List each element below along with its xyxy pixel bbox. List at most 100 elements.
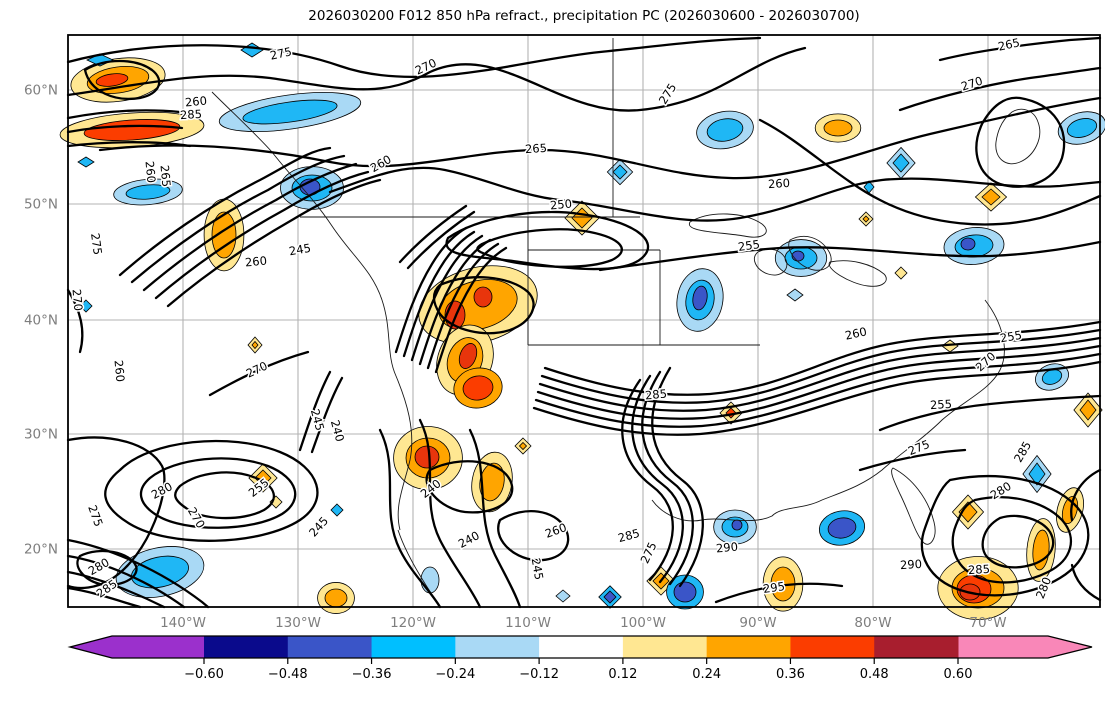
precip-pc-patch [125,184,171,200]
contour-line [66,109,182,120]
colorbar-tick-label: 0.12 [608,667,637,682]
contour-line [621,378,674,582]
y-tick-label: 20°N [24,542,58,558]
contour-line [534,352,1102,428]
contour-line [378,428,442,609]
contour-line [66,586,142,609]
contour-line [66,570,166,609]
contour-label: 270 [244,359,270,381]
contour-line [298,370,332,452]
contour-line [828,260,887,287]
precip-pc-patch [673,581,697,603]
contour-line [920,475,1090,597]
contour-line [432,276,535,335]
colorbar: −0.60 −0.48 −0.36 −0.24 −0.12 0.12 0.24 0.36 0.4… [67,635,1093,682]
y-tick-label: 50°N [24,197,58,213]
contour-line [689,213,767,238]
precip-pc-patch [1032,529,1050,571]
precip-pc-patch [1028,462,1046,486]
contour-label: 285 [644,387,667,403]
contour-line [538,336,1102,412]
contour-line [104,439,319,542]
contour-line [641,370,694,586]
contour-line [142,162,358,292]
colorbar-segment [455,636,540,658]
contour-line [328,166,1102,222]
contour-line [434,246,508,374]
precip-pc-patch [330,503,344,517]
contour-line [426,242,500,370]
contour-line [66,538,210,609]
precip-pc-patch [823,119,853,137]
contour-line [981,514,1055,569]
precip-pc-patch [706,118,744,142]
contour-line [394,226,468,354]
contour-line [154,170,370,300]
contour-label: 260 [844,324,868,342]
contour-label: 275 [269,44,293,62]
contour-line [598,240,1102,272]
contour-line [898,66,1102,112]
colorbar-tick-label: 0.48 [860,667,889,682]
contour-label: 265 [158,164,174,187]
contour-line [130,154,346,284]
precip-pc-patch [79,299,93,313]
contour-label: 290 [900,557,923,572]
contour-label: 285 [1011,439,1034,465]
contour-line [83,59,161,100]
contour-line [98,96,1102,180]
contour-label: 275 [88,232,105,256]
x-tick-label: 70°W [969,615,1006,631]
x-tick-label: 80°W [854,615,891,631]
contour-line [758,118,1102,226]
contour-line [402,230,476,358]
contour-line [208,350,310,397]
contour-line [858,448,967,472]
contour-label: 255 [737,237,761,254]
precip-pc-patch [603,590,617,604]
colorbar-tick-label: −0.12 [519,667,559,682]
y-tick-label: 60°N [24,83,58,99]
contour-line [878,394,1102,432]
precip-pc-patch [242,99,338,125]
y-tick-label: 40°N [24,313,58,329]
precip-pc-patch [240,42,264,58]
contour-line [975,96,1066,188]
contour-line [418,238,492,366]
colorbar-tick-label: 0.36 [776,667,805,682]
precip-pc-patch [827,517,857,539]
precip-pc-patch [981,188,1001,206]
contour-label: 280 [86,555,112,578]
contour-label: 285 [616,526,641,545]
precip-pc-patch [692,285,708,311]
colorbar-segment [204,636,289,658]
colorbar-tick-label: −0.36 [352,667,392,682]
precip-pc-patch [462,375,494,401]
colorbar-tick-label: 0.60 [944,667,973,682]
contour-line [951,496,1072,584]
contour-label: 260 [143,160,159,183]
colorbar-segment [874,636,959,658]
colorbar-extend-left [70,636,204,658]
colorbar-tick-label: −0.48 [268,667,308,682]
contour-label: 250 [549,197,572,213]
x-tick-label: 120°W [390,615,436,631]
contour-line [166,178,382,308]
contour-line [476,228,623,268]
colorbar-extend-right [958,636,1092,658]
contour-line [66,36,762,79]
precip-pc-patch [251,340,259,350]
precip-pc-patch [458,343,478,369]
contour-line [536,344,1102,420]
precip-pc-patch [518,441,528,451]
colorbar-segment [790,636,875,658]
contour-line [66,554,186,609]
colorbar-segment [622,636,708,658]
contour-label: 295 [762,579,786,596]
contour-label: 270 [70,288,86,311]
contour-line [891,467,936,545]
contour-label: 270 [959,73,984,93]
precip-pc-patch [894,266,908,280]
contour-line [76,549,138,587]
